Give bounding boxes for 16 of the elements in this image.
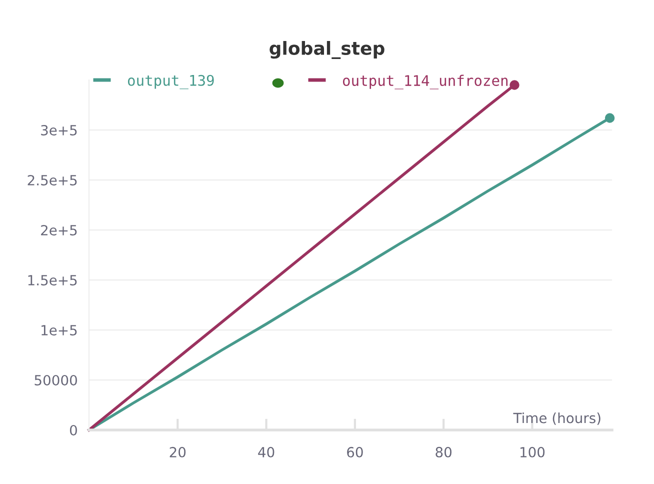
x-axis-title: Time (hours) — [513, 412, 600, 425]
y-tick-label: 3e+5 — [41, 124, 77, 136]
y-tick-label: 50000 — [34, 374, 77, 386]
chart-title: global_step — [270, 41, 384, 59]
y-tick-label: 1.5e+5 — [28, 275, 77, 286]
x-tick-label: 40 — [258, 446, 274, 458]
x-tick-label: 20 — [170, 446, 186, 458]
y-tick-label: 2.5e+5 — [28, 174, 77, 186]
y-tick-label: 2e+5 — [41, 224, 77, 236]
legend-label: output_139 — [128, 74, 214, 90]
x-tick-label: 100 — [520, 446, 545, 458]
x-tick-label: 60 — [347, 446, 363, 458]
x-tick-label: 80 — [436, 446, 452, 458]
legend-label: output_114_unfrozen — [342, 74, 508, 90]
y-tick-label: 1e+5 — [42, 325, 77, 336]
y-tick-label: 0 — [70, 424, 77, 436]
